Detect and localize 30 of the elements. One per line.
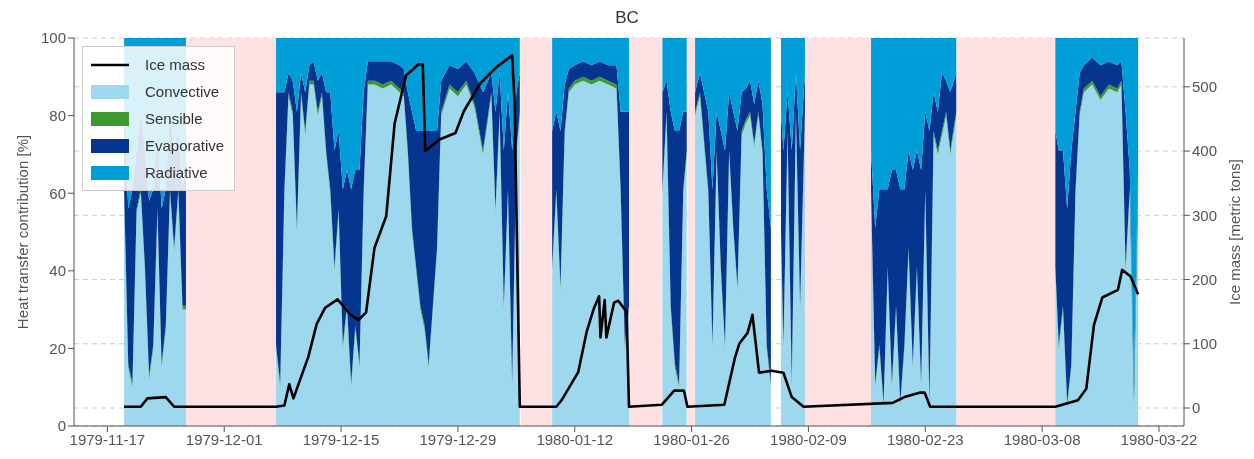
x-tick-label: 1980-02-23 [886, 430, 964, 448]
y2-tick-label: 300 [1192, 206, 1218, 224]
y2-tick-label: 200 [1192, 270, 1218, 288]
y-tick-label: 40 [49, 262, 66, 280]
legend-label: Convective [145, 83, 220, 100]
chart-title: BC [615, 8, 639, 27]
x-tick-label: 1979-12-29 [419, 430, 497, 448]
legend-label: Evaporative [145, 137, 225, 154]
x-tick-label: 1980-01-26 [653, 430, 730, 448]
y-axis-title: Heat transfer contribution [%] [14, 134, 32, 330]
x-tick-label: 1980-02-09 [770, 430, 847, 448]
y-tick-label: 100 [40, 29, 66, 47]
x-tick-label: 1979-11-17 [69, 430, 146, 448]
x-tick-label: 1980-03-08 [1003, 430, 1081, 448]
legend-label: Sensible [145, 110, 203, 127]
legend-label: Radiative [145, 164, 208, 181]
y2-axis-title: Ice mass [metric tons] [1226, 159, 1244, 305]
x-tick-label: 1979-12-01 [185, 430, 263, 448]
y2-tick-label: 400 [1192, 142, 1218, 160]
y-tick-label: 60 [49, 184, 66, 202]
x-tick-label: 1980-01-12 [536, 430, 614, 448]
legend-label: Ice mass [145, 56, 206, 73]
y2-tick-label: 100 [1192, 335, 1218, 353]
x-tick-label: 1979-12-15 [302, 430, 380, 448]
y-tick-label: 20 [49, 339, 66, 357]
y2-tick-label: 500 [1192, 78, 1218, 96]
x-tick-label: 1980-03-22 [1120, 430, 1198, 448]
y-tick-label: 0 [57, 417, 66, 435]
y-tick-label: 80 [49, 106, 66, 124]
y2-tick-label: 0 [1192, 399, 1201, 417]
